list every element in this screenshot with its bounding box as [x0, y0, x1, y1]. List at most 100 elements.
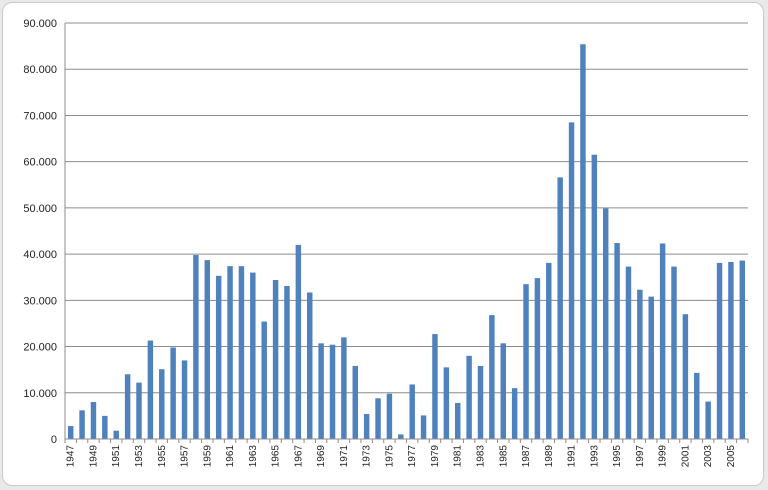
y-tick-label: 40.000	[23, 249, 57, 261]
bar	[250, 272, 256, 439]
y-tick-label: 0	[51, 434, 57, 446]
x-tick-label: 2001	[680, 445, 691, 468]
bar	[215, 275, 222, 439]
bar	[728, 261, 734, 439]
bar	[671, 266, 677, 439]
bar	[716, 262, 723, 439]
x-tick-label: 1973	[362, 445, 373, 468]
x-tick-label: 1981	[453, 445, 464, 468]
y-tick-label: 90.000	[23, 18, 57, 30]
x-tick-label: 1947	[66, 445, 77, 468]
x-tick-label: 1961	[225, 445, 236, 468]
bar	[295, 244, 302, 439]
x-tick-label: 1989	[544, 445, 555, 468]
bar	[682, 314, 689, 439]
bar	[147, 340, 154, 439]
x-tick-label: 1971	[339, 445, 350, 468]
bar	[432, 334, 438, 439]
x-tick-label: 2005	[726, 445, 737, 468]
x-tick-label: 1979	[430, 445, 441, 468]
x-tick-label: 1975	[384, 445, 395, 468]
y-tick-label: 20.000	[23, 342, 57, 354]
x-tick-label: 1995	[612, 445, 623, 468]
bar	[534, 278, 541, 439]
bar	[591, 154, 598, 440]
x-tick-label: 1969	[316, 445, 327, 468]
bar	[637, 289, 643, 439]
bar	[659, 243, 666, 439]
bar	[67, 426, 74, 439]
bar	[477, 365, 484, 439]
bar	[238, 266, 245, 439]
bar	[602, 208, 609, 439]
bar	[557, 177, 563, 439]
x-tick-label: 1967	[293, 445, 304, 468]
gridlines	[64, 22, 748, 439]
bar	[284, 286, 290, 439]
bar	[375, 398, 381, 439]
x-tick-label: 1977	[407, 445, 418, 468]
bar	[694, 372, 700, 439]
bar	[79, 410, 85, 439]
x-tick-label: 1953	[134, 445, 145, 468]
x-tick-label: 1983	[475, 445, 486, 468]
bar	[204, 260, 211, 439]
bar-chart: 0 10.000 20.000 30.000 40.000 50.000 60.000 70.…	[23, 18, 749, 468]
x-tick-label: 1949	[88, 445, 99, 468]
bar	[511, 388, 518, 439]
x-tick-label: 1951	[111, 445, 122, 468]
bar	[523, 284, 529, 439]
bar	[159, 369, 165, 439]
bar	[113, 430, 119, 439]
x-axis: 1947 1949 1951 1953 1955 1957 1959 1961 1963 1965…	[64, 438, 749, 468]
bar	[614, 243, 620, 439]
x-tick-label: 1963	[248, 445, 259, 468]
bar	[102, 415, 108, 439]
x-tick-label: 1987	[521, 445, 532, 468]
x-tick-label: 2003	[703, 445, 714, 468]
bar	[568, 122, 575, 439]
bar	[500, 343, 506, 439]
bar	[489, 315, 495, 439]
bar	[136, 382, 142, 439]
y-tick-label: 10.000	[23, 388, 57, 400]
bar	[227, 266, 233, 439]
y-tick-label: 60.000	[23, 157, 57, 169]
x-tick-label: 1957	[180, 445, 191, 468]
x-tick-label: 1999	[658, 445, 669, 468]
bar	[739, 260, 746, 439]
x-tick-label: 1985	[498, 445, 509, 468]
bars	[67, 44, 746, 440]
bar	[443, 367, 450, 439]
y-tick-label: 70.000	[23, 110, 57, 122]
bar	[363, 414, 370, 439]
bar	[329, 344, 336, 439]
bar	[124, 374, 131, 439]
bar	[170, 347, 176, 439]
x-tick-label: 1955	[157, 445, 168, 468]
bar	[341, 337, 347, 439]
x-tick-label: 1965	[271, 445, 282, 468]
y-tick-label: 80.000	[23, 64, 57, 76]
bar	[398, 434, 404, 439]
bar	[386, 393, 393, 439]
bar	[409, 384, 415, 439]
bar	[466, 355, 472, 439]
bar	[272, 280, 279, 439]
bar	[648, 296, 654, 439]
bar	[580, 44, 586, 439]
bar	[318, 343, 324, 439]
bar	[705, 401, 711, 439]
bar	[625, 266, 632, 439]
bar	[193, 255, 199, 439]
x-tick-label: 1997	[635, 445, 646, 468]
bar	[307, 292, 313, 439]
bar	[454, 402, 461, 439]
bar	[90, 402, 97, 439]
x-tick-label: 1959	[202, 445, 213, 468]
x-tick-label: 1991	[567, 445, 578, 468]
y-axis-labels: 0 10.000 20.000 30.000 40.000 50.000 60.000 70.…	[23, 18, 57, 446]
x-tick-label: 1993	[589, 445, 600, 468]
bar	[352, 365, 358, 439]
